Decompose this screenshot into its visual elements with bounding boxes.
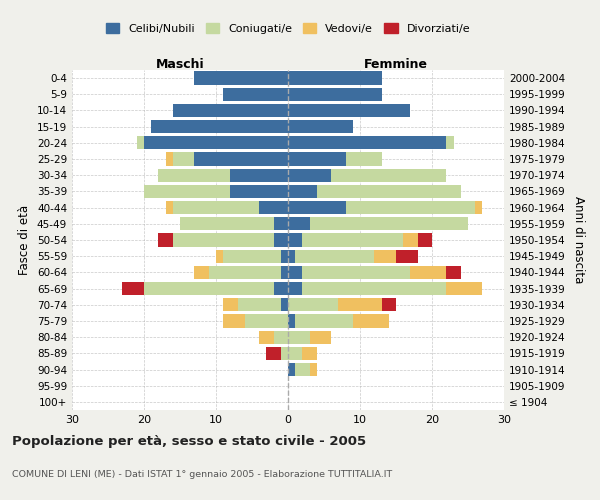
- Bar: [288, 282, 302, 295]
- Bar: [288, 234, 302, 246]
- Bar: [288, 120, 353, 134]
- Bar: [274, 217, 288, 230]
- Legend: Celibi/Nubili, Coniugati/e, Vedovi/e, Divorziati/e: Celibi/Nubili, Coniugati/e, Vedovi/e, Di…: [106, 23, 470, 34]
- Bar: [238, 298, 281, 312]
- Y-axis label: Anni di nascita: Anni di nascita: [572, 196, 585, 284]
- Text: Maschi: Maschi: [155, 58, 205, 71]
- Bar: [288, 136, 446, 149]
- Bar: [288, 250, 295, 263]
- Bar: [144, 136, 288, 149]
- Bar: [410, 266, 446, 279]
- Bar: [446, 266, 461, 279]
- Bar: [346, 201, 475, 214]
- Bar: [209, 266, 281, 279]
- Bar: [475, 201, 482, 214]
- Bar: [382, 298, 396, 312]
- Bar: [446, 136, 454, 149]
- Bar: [266, 346, 281, 360]
- Bar: [144, 185, 230, 198]
- Bar: [173, 234, 274, 246]
- Bar: [288, 72, 382, 85]
- Bar: [302, 234, 403, 246]
- Bar: [137, 136, 144, 149]
- Bar: [223, 88, 288, 101]
- Bar: [295, 250, 374, 263]
- Bar: [446, 282, 482, 295]
- Bar: [288, 185, 317, 198]
- Bar: [302, 266, 410, 279]
- Bar: [288, 266, 302, 279]
- Bar: [151, 120, 288, 134]
- Bar: [374, 250, 396, 263]
- Bar: [310, 363, 317, 376]
- Bar: [223, 298, 238, 312]
- Bar: [158, 168, 230, 182]
- Bar: [281, 298, 288, 312]
- Bar: [396, 250, 418, 263]
- Bar: [418, 234, 432, 246]
- Bar: [353, 314, 389, 328]
- Bar: [245, 314, 288, 328]
- Bar: [230, 185, 288, 198]
- Bar: [288, 168, 331, 182]
- Bar: [274, 330, 288, 344]
- Bar: [166, 152, 173, 166]
- Bar: [302, 346, 317, 360]
- Bar: [302, 282, 446, 295]
- Bar: [259, 330, 274, 344]
- Bar: [194, 152, 288, 166]
- Bar: [346, 152, 382, 166]
- Bar: [295, 314, 353, 328]
- Bar: [158, 234, 173, 246]
- Bar: [310, 330, 331, 344]
- Bar: [230, 168, 288, 182]
- Bar: [288, 104, 410, 117]
- Bar: [166, 201, 173, 214]
- Bar: [173, 201, 259, 214]
- Bar: [223, 250, 281, 263]
- Bar: [288, 314, 295, 328]
- Bar: [173, 104, 288, 117]
- Bar: [180, 217, 274, 230]
- Bar: [274, 282, 288, 295]
- Bar: [281, 266, 288, 279]
- Bar: [338, 298, 382, 312]
- Text: Femmine: Femmine: [364, 58, 428, 71]
- Bar: [216, 250, 223, 263]
- Bar: [173, 152, 194, 166]
- Bar: [194, 72, 288, 85]
- Bar: [288, 201, 346, 214]
- Bar: [122, 282, 144, 295]
- Bar: [281, 346, 288, 360]
- Bar: [288, 152, 346, 166]
- Bar: [288, 217, 310, 230]
- Bar: [310, 217, 468, 230]
- Bar: [223, 314, 245, 328]
- Bar: [288, 346, 302, 360]
- Y-axis label: Fasce di età: Fasce di età: [19, 205, 31, 275]
- Bar: [288, 363, 295, 376]
- Bar: [288, 298, 338, 312]
- Bar: [274, 234, 288, 246]
- Text: COMUNE DI LENI (ME) - Dati ISTAT 1° gennaio 2005 - Elaborazione TUTTITALIA.IT: COMUNE DI LENI (ME) - Dati ISTAT 1° genn…: [12, 470, 392, 479]
- Bar: [331, 168, 446, 182]
- Text: Popolazione per età, sesso e stato civile - 2005: Popolazione per età, sesso e stato civil…: [12, 435, 366, 448]
- Bar: [281, 250, 288, 263]
- Bar: [288, 330, 310, 344]
- Bar: [144, 282, 274, 295]
- Bar: [288, 88, 382, 101]
- Bar: [403, 234, 418, 246]
- Bar: [194, 266, 209, 279]
- Bar: [317, 185, 461, 198]
- Bar: [259, 201, 288, 214]
- Bar: [295, 363, 310, 376]
